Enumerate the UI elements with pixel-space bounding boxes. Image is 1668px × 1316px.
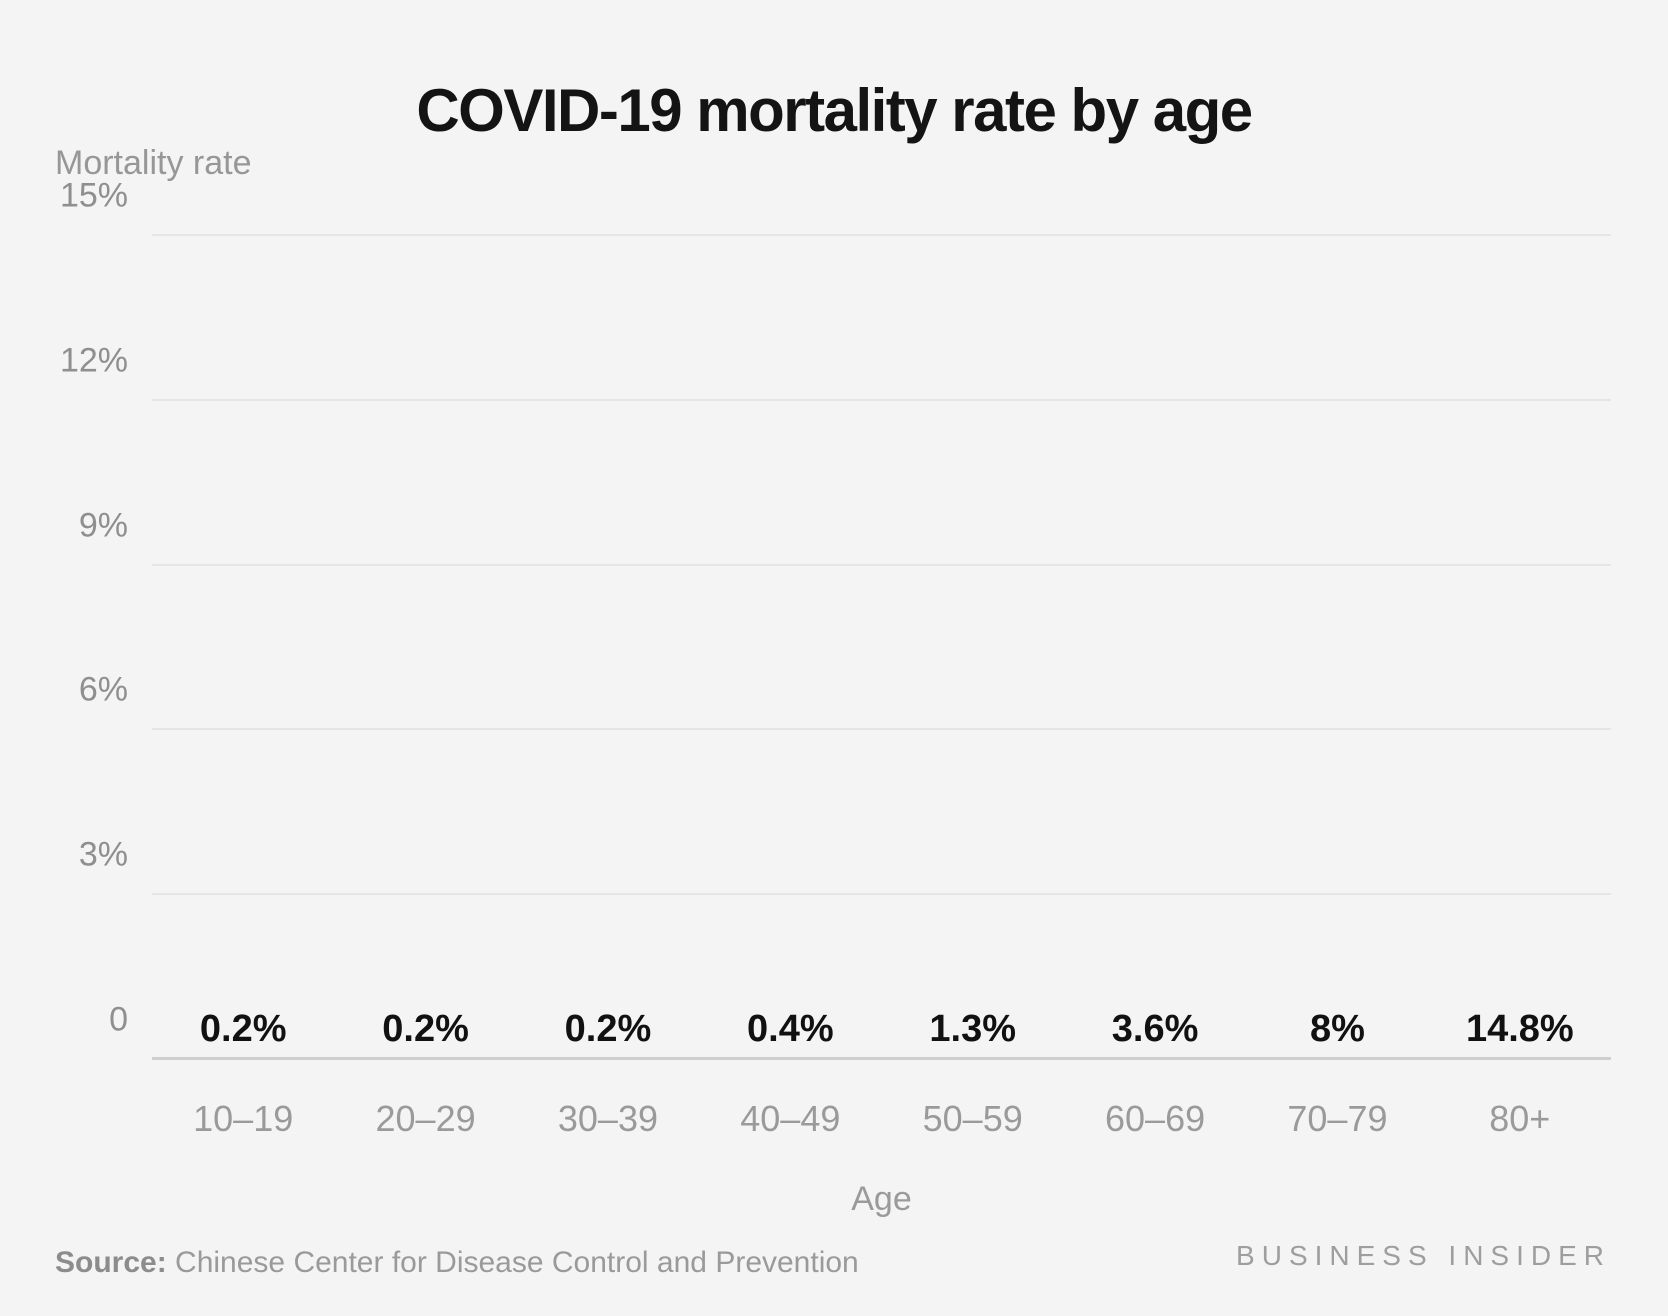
bar-value-label: 0.2% bbox=[382, 1008, 469, 1050]
bar-slot: 0.2% bbox=[152, 1008, 334, 1059]
x-axis-labels: 10–19 20–29 30–39 40–49 50–59 60–69 70–79 80+ bbox=[152, 1098, 1611, 1140]
y-tick-label: 15% bbox=[59, 176, 128, 215]
source-label: Source: bbox=[55, 1246, 167, 1279]
x-axis-title: Age bbox=[851, 1180, 912, 1218]
x-axis-baseline bbox=[152, 1057, 1611, 1060]
bar-value-label: 1.3% bbox=[929, 1008, 1016, 1050]
gridline bbox=[152, 234, 1611, 236]
x-tick-label: 70–79 bbox=[1287, 1098, 1388, 1139]
chart-title: COVID-19 mortality rate by age bbox=[416, 77, 1253, 145]
y-tick-label: 0 bbox=[109, 1000, 128, 1039]
gridline bbox=[152, 728, 1611, 731]
x-tick-label: 20–29 bbox=[375, 1098, 476, 1139]
bar-value-label: 0.2% bbox=[199, 1008, 287, 1050]
bar-value-label: 3.6% bbox=[1111, 1008, 1199, 1050]
x-tick-label: 80+ bbox=[1489, 1098, 1551, 1139]
business-insider-logo: BUSINESS INSIDER bbox=[1236, 1240, 1611, 1271]
x-tick-label: 10–19 bbox=[193, 1098, 294, 1139]
bar-slot: 1.3% bbox=[882, 1008, 1064, 1059]
y-tick-label: 6% bbox=[78, 670, 128, 709]
y-tick-label: 9% bbox=[78, 506, 128, 545]
bars-container: 0.2% 0.2% 0.2% 0.4% 1.3% 3.6% 8% 14.8% bbox=[152, 235, 1611, 1059]
bar-slot: 14.8% bbox=[1429, 1008, 1611, 1059]
plot-area: 0.2% 0.2% 0.2% 0.4% 1.3% 3.6% 8% 14.8% 0 3% 6% 9% 1… bbox=[60, 177, 1611, 1060]
y-tick-label: 3% bbox=[78, 835, 128, 874]
bar-slot: 0.2% bbox=[517, 1008, 699, 1059]
bar-slot: 8% bbox=[1246, 1008, 1428, 1059]
bar-value-label: 8% bbox=[1309, 1008, 1365, 1050]
y-tick-label: 12% bbox=[59, 341, 128, 380]
x-tick-label: 40–49 bbox=[740, 1098, 841, 1139]
bar-slot: 0.2% bbox=[334, 1008, 516, 1059]
source-credit: Source: Chinese Center for Disease Contr… bbox=[55, 1246, 859, 1280]
bar-slot: 0.4% bbox=[699, 1008, 881, 1059]
bar-value-label: 14.8% bbox=[1465, 1008, 1574, 1050]
x-tick-label: 30–39 bbox=[557, 1098, 658, 1139]
gridline bbox=[152, 398, 1611, 401]
bar-value-label: 0.4% bbox=[747, 1008, 834, 1050]
x-tick-label: 50–59 bbox=[922, 1098, 1023, 1139]
bar-slot: 3.6% bbox=[1064, 1008, 1246, 1059]
x-tick-label: 60–69 bbox=[1105, 1098, 1206, 1139]
bar-value-label: 0.2% bbox=[564, 1008, 652, 1050]
gridline bbox=[152, 563, 1611, 566]
y-axis-title: Mortality rate bbox=[55, 144, 252, 182]
source-text: Chinese Center for Disease Control and P… bbox=[166, 1246, 859, 1279]
gridline bbox=[152, 893, 1611, 896]
